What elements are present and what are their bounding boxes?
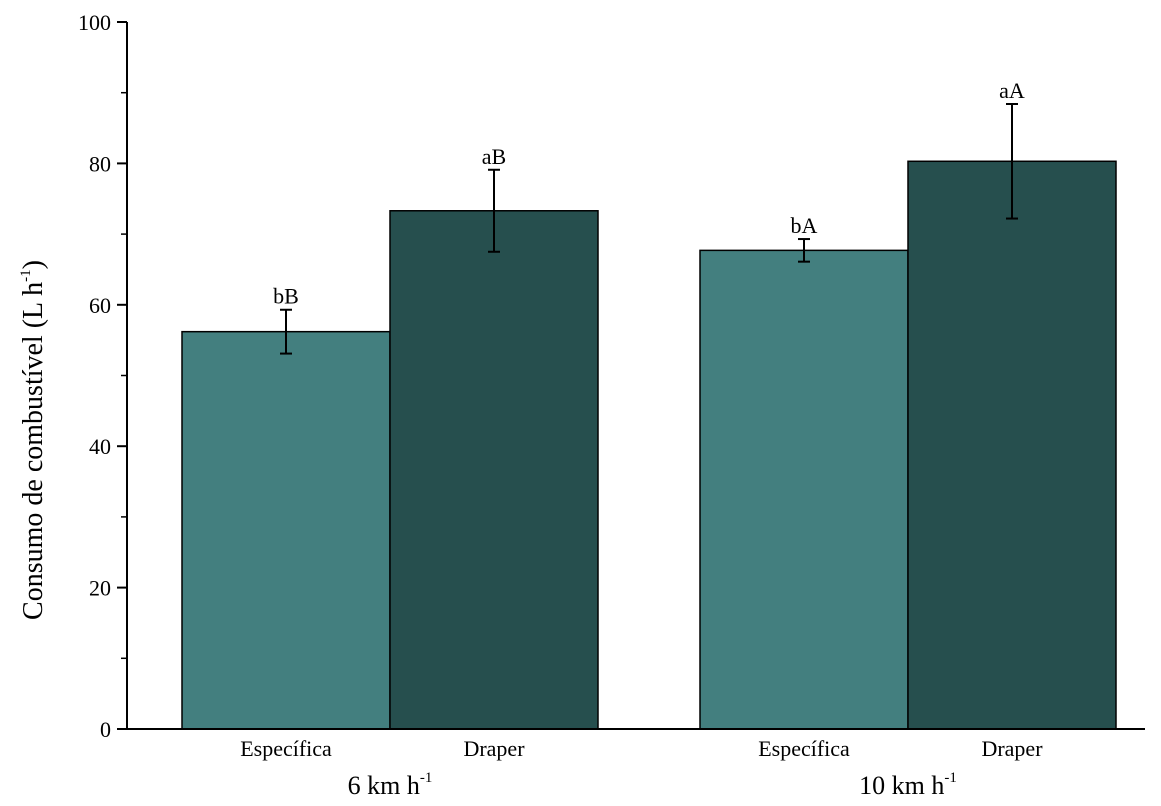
- y-axis-title-sup: -1: [18, 269, 34, 282]
- bar-2-especfica: [699, 249, 909, 730]
- category-labels-layer: Específica Draper Específica Draper: [240, 736, 1043, 761]
- group-label: 6 km h-1: [348, 770, 433, 800]
- y-axis-title: Consumo de combustível (L h-1): [18, 260, 49, 620]
- y-tick-label: 0: [100, 717, 111, 742]
- y-tick-label: 100: [78, 10, 111, 35]
- bar-2-draper: [907, 160, 1117, 730]
- category-label: Específica: [240, 736, 332, 761]
- significance-letter: aA: [999, 78, 1025, 103]
- significance-letters-layer: bB aB bA aA: [273, 78, 1025, 309]
- y-ticks-layer: 0 20 40 60 80 100: [78, 10, 127, 742]
- y-tick-label: 40: [89, 434, 111, 459]
- y-axis-title-main: Consumo de combustível (L h: [18, 282, 49, 620]
- y-tick-label: 60: [89, 293, 111, 318]
- bars-layer: [181, 160, 1117, 730]
- group-label-sup: -1: [944, 770, 957, 786]
- category-label: Específica: [758, 736, 850, 761]
- y-tick-label: 20: [89, 576, 111, 601]
- bar-1-draper: [389, 210, 599, 730]
- group-label-sup: -1: [420, 770, 433, 786]
- error-bars-layer: [280, 103, 1018, 355]
- y-axis-title-close: ): [18, 260, 49, 269]
- group-label: 10 km h-1: [859, 770, 957, 800]
- category-label: Draper: [981, 736, 1043, 761]
- significance-letter: bB: [273, 284, 299, 309]
- bar-1-especfica: [181, 330, 391, 730]
- y-tick-label: 80: [89, 151, 111, 176]
- group-labels-layer: 6 km h-1 10 km h-1: [348, 770, 957, 800]
- significance-letter: aB: [482, 144, 506, 169]
- significance-letter: bA: [791, 213, 818, 238]
- category-label: Draper: [463, 736, 525, 761]
